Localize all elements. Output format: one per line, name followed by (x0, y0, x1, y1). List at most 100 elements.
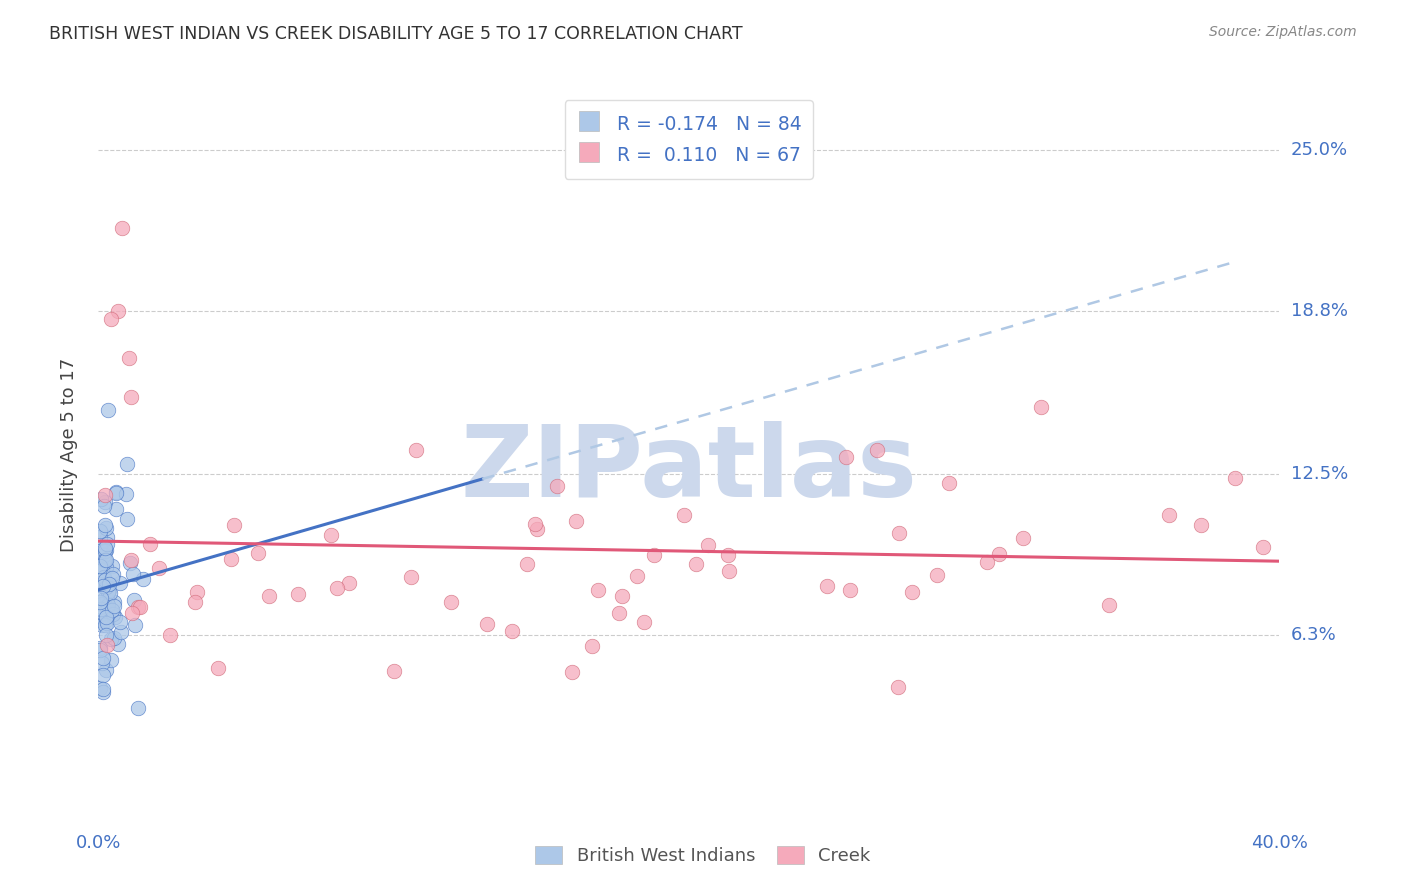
Point (94, 614, 117, 628)
Point (89, 573, 111, 587)
Point (110, 625, 132, 640)
Point (132, 572, 155, 586)
Point (91, 563, 114, 577)
Point (96, 402, 118, 417)
Point (887, 525, 910, 540)
Point (839, 582, 862, 597)
Point (526, 522, 548, 536)
Point (633, 615, 655, 629)
Point (111, 220, 134, 235)
Text: BRITISH WEST INDIAN VS CREEK DISABILITY AGE 5 TO 17 CORRELATION CHART: BRITISH WEST INDIAN VS CREEK DISABILITY … (49, 25, 742, 43)
Point (91, 684, 114, 698)
Point (581, 639, 603, 653)
Point (121, 606, 143, 620)
Point (382, 665, 405, 679)
Point (524, 517, 547, 532)
Point (1029, 401, 1052, 415)
Point (90, 492, 112, 507)
Point (94, 580, 117, 594)
Point (184, 595, 207, 609)
Point (107, 637, 129, 651)
Point (91, 682, 114, 697)
Point (96, 616, 118, 631)
Point (97, 598, 120, 612)
Point (101, 570, 124, 584)
Point (93, 488, 115, 502)
Point (90, 618, 112, 632)
Point (586, 583, 609, 598)
Point (107, 304, 129, 318)
Point (325, 581, 347, 595)
Point (120, 390, 142, 404)
Point (1012, 531, 1035, 545)
Point (319, 528, 342, 542)
Point (927, 568, 949, 582)
Point (399, 570, 422, 584)
Point (501, 624, 523, 639)
Point (115, 486, 138, 500)
Point (98, 576, 121, 591)
Text: Source: ZipAtlas.com: Source: ZipAtlas.com (1209, 25, 1357, 39)
Point (115, 458, 138, 472)
Point (94, 552, 117, 566)
Point (89, 681, 111, 695)
Point (247, 546, 270, 560)
Point (98, 582, 121, 597)
Point (1251, 540, 1274, 554)
Point (103, 632, 125, 646)
Point (96, 592, 118, 607)
Point (118, 556, 141, 570)
Point (1159, 508, 1181, 522)
Point (91, 607, 114, 621)
Point (564, 514, 586, 528)
Text: ZIPatlas: ZIPatlas (461, 421, 917, 517)
Point (610, 589, 633, 603)
Point (207, 661, 229, 675)
Point (94, 553, 117, 567)
Point (1098, 599, 1121, 613)
Text: 12.5%: 12.5% (1291, 466, 1348, 483)
Point (405, 443, 427, 458)
Point (938, 475, 960, 490)
Point (159, 628, 181, 642)
Point (866, 442, 889, 457)
Point (89, 541, 111, 555)
Point (561, 665, 583, 679)
Point (89, 558, 111, 573)
Point (127, 701, 149, 715)
Point (94, 495, 117, 509)
Point (89, 595, 111, 609)
Point (139, 537, 162, 551)
Point (94, 544, 117, 558)
Point (101, 566, 124, 581)
Text: 40.0%: 40.0% (1251, 834, 1308, 852)
Point (97, 584, 120, 599)
Point (337, 575, 360, 590)
Point (101, 603, 124, 617)
Point (100, 311, 122, 326)
Point (94, 541, 117, 555)
Point (257, 589, 280, 603)
Point (105, 485, 128, 500)
Point (103, 607, 125, 622)
Point (94, 520, 117, 534)
Point (91, 542, 114, 557)
Point (129, 600, 152, 615)
Point (93, 548, 115, 562)
Point (900, 584, 922, 599)
Point (124, 618, 146, 632)
Point (91, 651, 114, 665)
Point (94, 610, 117, 624)
Point (1189, 517, 1212, 532)
Legend: R = -0.174   N = 84, R =  0.110   N = 67: R = -0.174 N = 84, R = 0.110 N = 67 (565, 101, 813, 178)
Point (475, 617, 498, 632)
Point (96, 638, 118, 652)
Point (93, 552, 115, 566)
Point (546, 479, 568, 493)
Point (516, 557, 538, 571)
Point (626, 569, 648, 583)
Text: 25.0%: 25.0% (1291, 141, 1348, 159)
Point (643, 549, 665, 563)
Point (287, 587, 309, 601)
Point (93, 570, 115, 584)
